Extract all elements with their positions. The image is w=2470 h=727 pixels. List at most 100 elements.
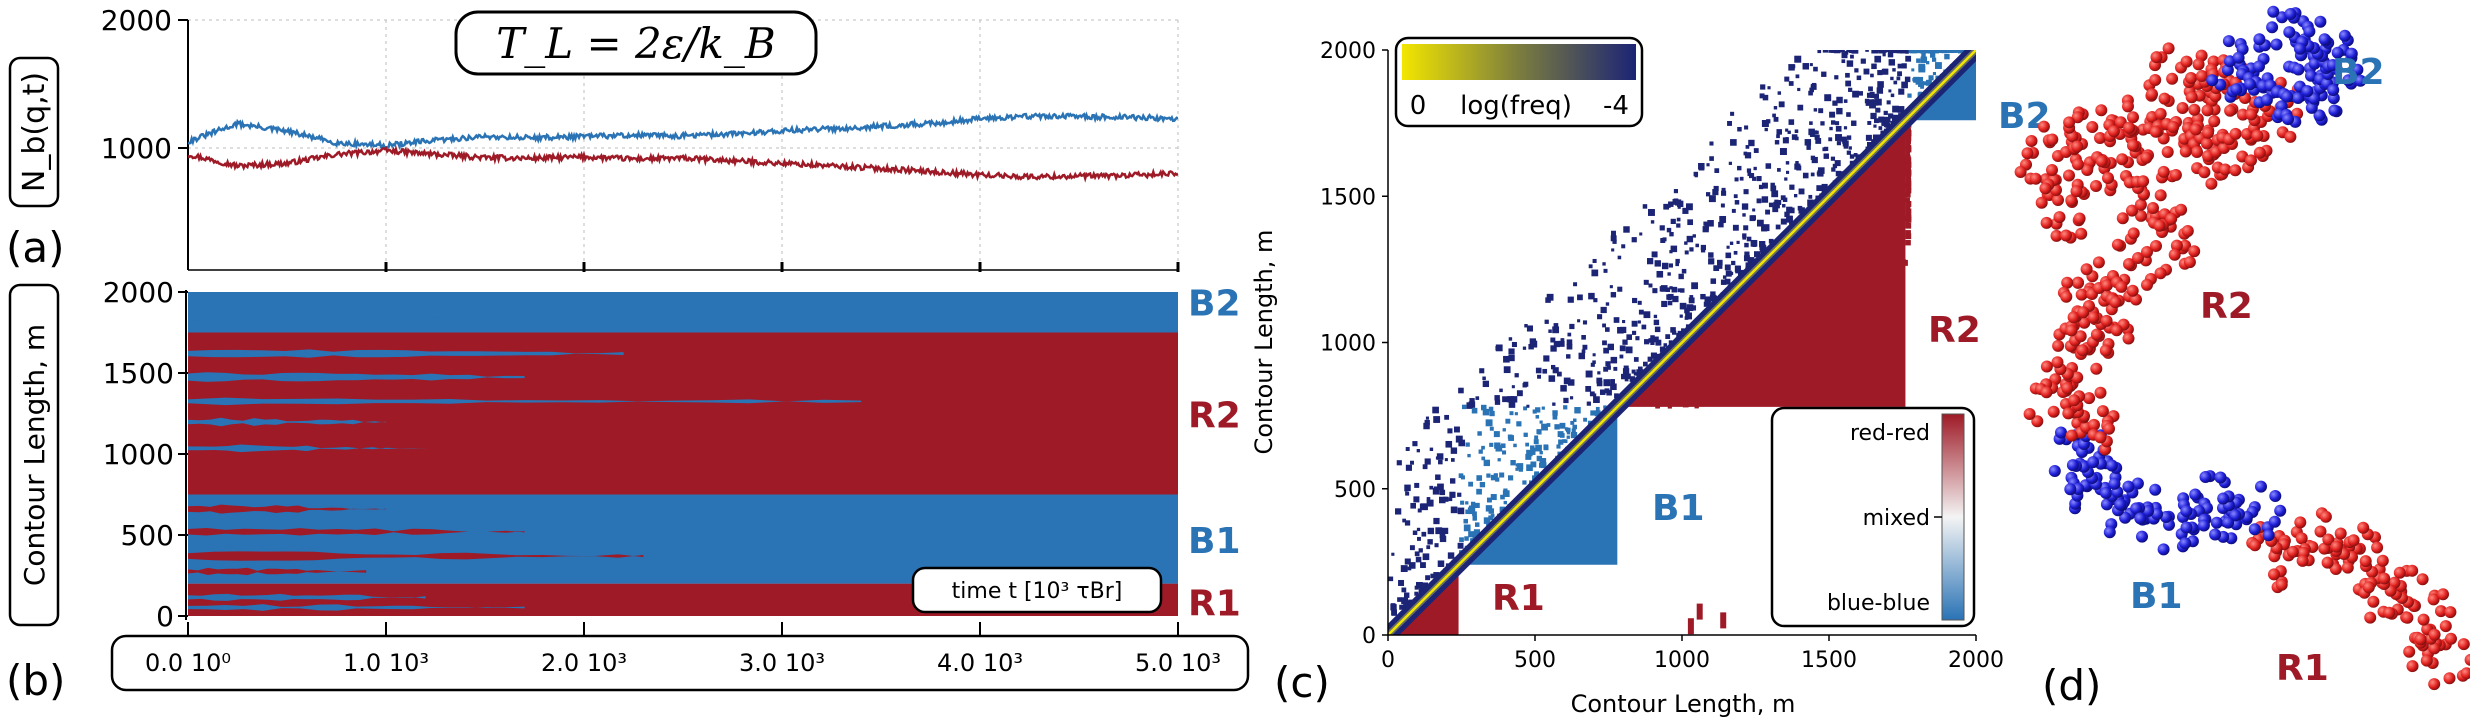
panel-c-contact-upper — [1726, 245, 1730, 249]
panel-c-contact-upper — [1427, 539, 1433, 545]
panel-c-contact-upper — [1538, 462, 1544, 468]
panel-c-contact-upper — [1663, 203, 1670, 210]
panel-c-contact-upper — [1623, 365, 1629, 371]
panel-c-contact-upper — [1768, 238, 1774, 244]
panel-c-contact-island — [1687, 618, 1694, 635]
polymer-bead — [2168, 248, 2181, 261]
panel-c-contact-upper — [1405, 491, 1410, 496]
panel-c-contact-upper — [1548, 329, 1552, 333]
panel-c-contact-upper — [1830, 50, 1837, 53]
panel-c-contact-upper — [1663, 343, 1668, 347]
panel-c-contact-upper — [1478, 449, 1483, 454]
panel-c-contact-upper — [1405, 447, 1410, 451]
polymer-bead — [2077, 306, 2090, 319]
panel-c-contact-upper — [1897, 106, 1905, 113]
panel-c-contact-upper — [1908, 50, 1915, 54]
panel-c-contact-upper — [1455, 435, 1463, 443]
panel-c-contact-upper — [1882, 53, 1886, 57]
polymer-bead — [2322, 533, 2335, 546]
panel-c-contact-lower — [1905, 135, 1910, 141]
panel-c-contact-upper — [1404, 558, 1411, 565]
polymer-bead — [2198, 166, 2211, 179]
panel-c-contact-upper — [1720, 279, 1727, 285]
panel-b-xtick: 3.0 10³ — [739, 649, 825, 677]
polymer-bead — [2094, 386, 2107, 399]
panel-c-contact-upper — [1503, 500, 1507, 505]
polymer-bead — [2116, 153, 2129, 166]
panel-c-contact-upper — [1516, 390, 1523, 397]
panel-c-contact-upper — [1588, 264, 1593, 269]
panel-c-contact-upper — [1410, 562, 1415, 568]
panel-c-contact-upper — [1798, 207, 1805, 214]
panel-c-contact-upper — [1617, 286, 1623, 292]
panel-c-contact-upper — [1559, 422, 1566, 429]
polymer-bead — [2040, 360, 2053, 373]
polymer-bead — [2230, 83, 2243, 96]
panel-c-contact-upper — [1671, 286, 1678, 293]
panel-c-contact-upper — [1868, 86, 1873, 92]
panel-c-contact-upper — [1785, 170, 1790, 174]
panel-c-contact-upper — [1560, 385, 1567, 392]
panel-c-contact-upper — [1714, 168, 1720, 173]
polymer-bead — [2464, 653, 2470, 666]
panel-c-contact-upper — [1820, 121, 1825, 126]
panel-c-contact-upper — [1497, 458, 1501, 462]
panel-c-contact-upper — [1495, 444, 1503, 452]
panel-c-contact-upper — [1450, 506, 1458, 514]
panel-c-contact-upper — [1585, 370, 1593, 378]
panel-c-contact-upper — [1525, 453, 1532, 460]
panel-c-contact-upper — [1464, 536, 1469, 541]
polymer-bead — [2457, 638, 2470, 651]
panel-c-contact-upper — [1426, 497, 1431, 501]
panel-c-contact-upper — [1451, 458, 1455, 462]
panel-c-contact-upper — [1429, 485, 1434, 490]
panel-c-contact-upper — [1508, 348, 1515, 355]
panel-a-series-red — [188, 145, 1178, 183]
panel-c-contact-upper — [1739, 176, 1744, 181]
panel-c-contact-upper — [1631, 369, 1636, 374]
panel-c-contact-upper — [1878, 126, 1883, 130]
panel-c-contact-upper — [1788, 81, 1794, 86]
panel-c-contact-upper — [1863, 68, 1870, 75]
panel-c-contact-upper — [1813, 66, 1818, 72]
panel-c-contact-upper — [1414, 551, 1420, 557]
panel-c-contact-upper — [1741, 203, 1749, 210]
polymer-bead — [2245, 108, 2258, 121]
panel-c-contact-upper — [1816, 171, 1821, 176]
panel-c-contact-upper — [1760, 84, 1766, 90]
panel-c-contact-upper — [1892, 68, 1896, 72]
panel-c-contact-upper — [1959, 50, 1964, 52]
panel-c-contact-upper — [1505, 418, 1511, 424]
panel-c-contact-upper — [1637, 366, 1643, 372]
panel-c-contact-upper — [1872, 50, 1876, 52]
panel-c-contact-upper — [1722, 275, 1727, 279]
panel-c-contact-upper — [1818, 168, 1824, 174]
panel-c-contact-upper — [1600, 306, 1607, 314]
polymer-bead — [2403, 645, 2416, 658]
polymer-bead — [2245, 154, 2257, 167]
panel-c-contact-upper — [1880, 50, 1887, 53]
panel-c-contact-upper — [1485, 419, 1493, 427]
polymer-bead — [2127, 111, 2139, 124]
panel-c-contact-upper — [1718, 221, 1724, 228]
panel-c-contact-upper — [1554, 424, 1560, 430]
panel-c-contact-upper — [1932, 71, 1937, 76]
panel-c-contact-lower — [1905, 150, 1910, 155]
polymer-bead — [2090, 362, 2103, 375]
polymer-bead — [2037, 120, 2050, 133]
panel-c-contact-upper — [1813, 108, 1818, 112]
polymer-bead — [2185, 91, 2198, 104]
polymer-bead — [2202, 126, 2214, 139]
polymer-bead — [2053, 211, 2066, 224]
panel-c-contact-upper — [1465, 509, 1470, 515]
polymer-bead — [2158, 92, 2171, 105]
polymer-bead — [2269, 490, 2282, 502]
panel-c-contact-upper — [1858, 91, 1863, 96]
polymer-bead — [2222, 516, 2235, 529]
panel-c-contact-upper — [1743, 255, 1750, 262]
panel-c-contact-upper — [1830, 156, 1836, 161]
panel-c-contact-upper — [1643, 361, 1648, 367]
panel-c-contact-upper — [1698, 164, 1705, 171]
panel-c-contact-upper — [1611, 230, 1616, 236]
polymer-bead — [2319, 510, 2332, 523]
